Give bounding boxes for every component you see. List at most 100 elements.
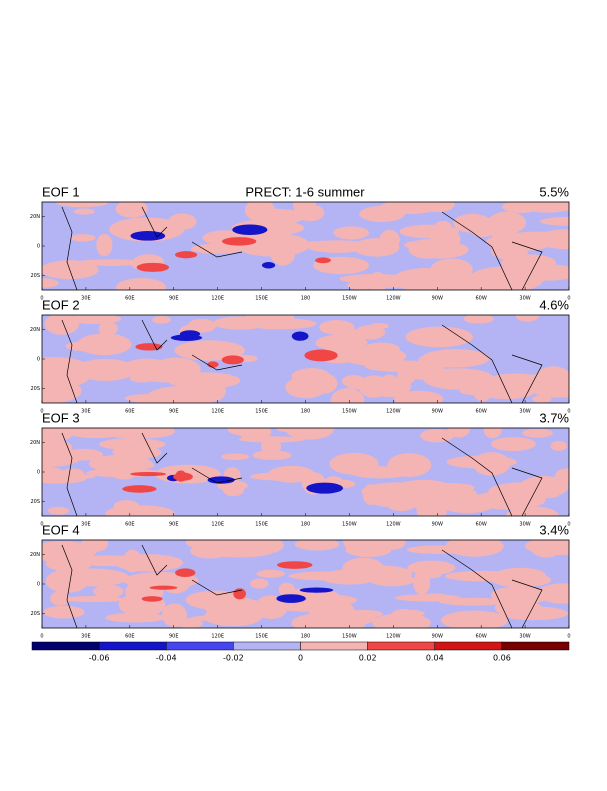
panel-label: EOF 2 bbox=[42, 297, 80, 312]
strong-negative bbox=[130, 231, 166, 241]
positive-region bbox=[187, 318, 216, 333]
lat-tick-label: 20S bbox=[30, 386, 40, 392]
positive-region bbox=[244, 202, 275, 222]
lat-tick-label: 0 bbox=[37, 470, 40, 476]
panel-label: EOF 4 bbox=[42, 522, 80, 537]
positive-region bbox=[109, 217, 185, 242]
positive-region bbox=[110, 464, 138, 480]
positive-region bbox=[397, 365, 417, 385]
map-field bbox=[42, 428, 569, 516]
positive-region bbox=[214, 540, 284, 556]
colorbar-label: -0.04 bbox=[156, 654, 177, 663]
positive-region bbox=[487, 211, 527, 234]
positive-region bbox=[152, 315, 171, 324]
strong-positive bbox=[207, 361, 219, 368]
lon-tick-label: 120E bbox=[211, 409, 224, 415]
positive-region bbox=[105, 505, 175, 516]
positive-region bbox=[76, 259, 146, 266]
colorbar-segment bbox=[501, 641, 570, 651]
lon-tick-label: 150E bbox=[255, 409, 268, 415]
lon-tick-label: 120E bbox=[211, 296, 224, 302]
lat-tick-label: 0 bbox=[37, 244, 40, 250]
positive-region bbox=[363, 342, 400, 356]
strong-positive bbox=[175, 568, 196, 578]
positive-region bbox=[319, 320, 355, 335]
lon-tick-label: 150W bbox=[342, 296, 357, 302]
strong-positive bbox=[221, 237, 257, 246]
positive-region bbox=[418, 593, 451, 601]
positive-region bbox=[522, 428, 553, 438]
colorbar-segment bbox=[434, 641, 503, 651]
positive-region bbox=[472, 490, 546, 510]
strong-positive bbox=[173, 472, 193, 481]
positive-region bbox=[278, 582, 295, 597]
lon-tick-label: 150E bbox=[255, 634, 268, 640]
positive-region bbox=[463, 315, 494, 324]
positive-region bbox=[250, 578, 269, 589]
positive-region bbox=[73, 208, 95, 215]
positive-region bbox=[61, 596, 127, 603]
lon-tick-label: 60E bbox=[125, 522, 135, 528]
positive-region bbox=[550, 440, 568, 451]
positive-region bbox=[530, 381, 569, 398]
colorbar-label: 0.02 bbox=[359, 654, 377, 663]
strong-positive bbox=[136, 262, 170, 272]
strong-negative bbox=[170, 334, 203, 341]
variance: 3.7% bbox=[539, 410, 569, 425]
positive-region bbox=[93, 584, 124, 598]
positive-region bbox=[98, 321, 118, 336]
lon-tick-label: 30E bbox=[81, 634, 91, 640]
positive-region bbox=[445, 540, 504, 557]
lon-tick-label: 120W bbox=[386, 522, 401, 528]
variance: 3.4% bbox=[539, 522, 569, 537]
positive-region bbox=[420, 429, 454, 443]
lon-tick-label: 30W bbox=[519, 296, 530, 302]
lon-tick-label: 0 bbox=[40, 409, 43, 415]
variance: 5.5% bbox=[539, 184, 569, 199]
positive-region bbox=[297, 240, 373, 248]
strong-positive bbox=[149, 585, 178, 590]
lon-tick-label: 180 bbox=[301, 409, 311, 415]
lat-tick-label: 20N bbox=[30, 552, 40, 558]
positive-region bbox=[315, 334, 368, 351]
positive-region bbox=[222, 482, 245, 497]
strong-negative bbox=[299, 587, 334, 593]
strong-positive bbox=[122, 485, 157, 493]
colorbar-segment bbox=[367, 641, 435, 651]
positive-region bbox=[236, 233, 310, 257]
lat-tick-label: 20N bbox=[30, 214, 40, 220]
positive-region bbox=[330, 388, 365, 403]
positive-region bbox=[446, 455, 517, 469]
positive-region bbox=[42, 449, 81, 468]
strong-positive bbox=[130, 471, 167, 477]
lon-tick-label: 0 bbox=[40, 634, 43, 640]
lon-tick-label: 0 bbox=[40, 296, 43, 302]
lon-tick-label: 60W bbox=[476, 296, 487, 302]
positive-region bbox=[359, 205, 405, 222]
lon-tick-label: 60E bbox=[125, 409, 135, 415]
positive-region bbox=[115, 202, 149, 218]
positive-region bbox=[42, 379, 82, 403]
lon-tick-label: 0 bbox=[567, 522, 570, 528]
lon-tick-label: 30W bbox=[519, 409, 530, 415]
positive-region bbox=[365, 360, 439, 372]
lat-tick-label: 20S bbox=[30, 273, 40, 279]
positive-region bbox=[256, 569, 285, 578]
positive-region bbox=[285, 428, 334, 440]
positive-region bbox=[310, 373, 338, 394]
lon-tick-label: 90E bbox=[169, 296, 179, 302]
lon-tick-label: 120E bbox=[211, 522, 224, 528]
positive-region bbox=[168, 372, 241, 389]
strong-negative bbox=[261, 262, 276, 269]
positive-region bbox=[515, 315, 540, 322]
positive-region bbox=[399, 224, 460, 239]
lon-tick-label: 90W bbox=[432, 409, 443, 415]
colorbar-label: 0.04 bbox=[426, 654, 444, 663]
colorbar-label: 0.06 bbox=[493, 654, 511, 663]
positive-region bbox=[145, 386, 215, 403]
lat-tick-label: 0 bbox=[37, 582, 40, 588]
colorbar-segment bbox=[98, 641, 167, 651]
positive-region bbox=[491, 230, 522, 244]
positive-region bbox=[379, 229, 400, 250]
